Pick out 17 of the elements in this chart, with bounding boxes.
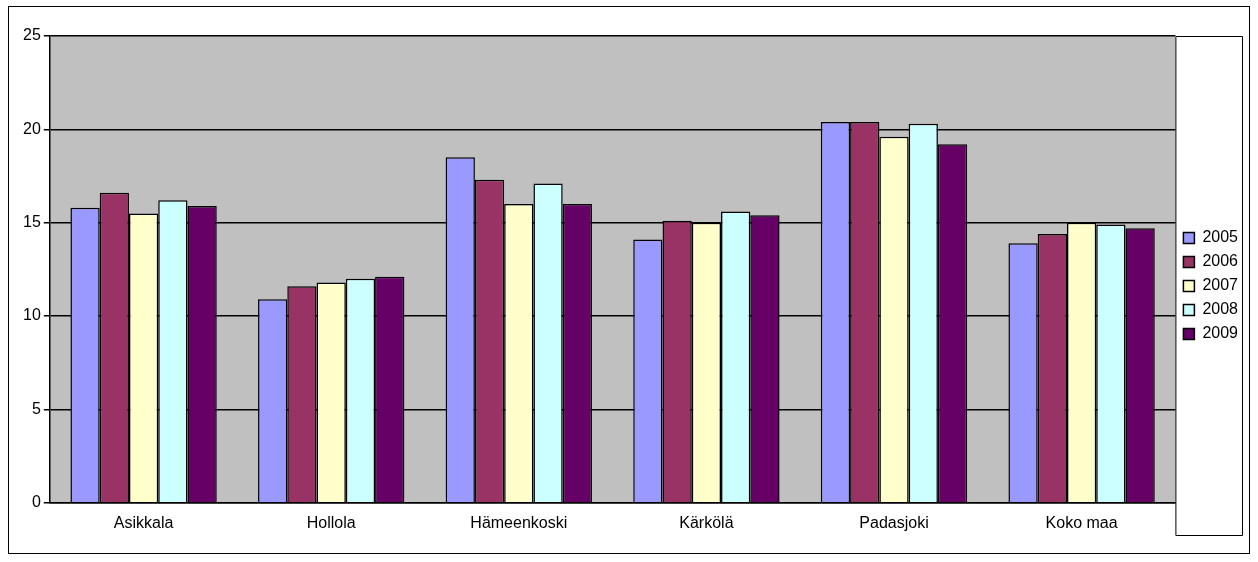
- legend-label: 2008: [1202, 300, 1239, 318]
- legend-label: 2009: [1202, 324, 1239, 342]
- y-tick-label: 15: [23, 213, 41, 231]
- y-tick-label: 0: [31, 493, 41, 511]
- y-tick-label: 20: [23, 119, 41, 137]
- x-tick-label: Hämeenkoski: [470, 513, 568, 531]
- x-tick-label: Padasjoki: [859, 513, 929, 531]
- x-tick-label: Hollola: [306, 513, 356, 531]
- y-tick-label: 10: [23, 306, 41, 324]
- y-tick-label: 5: [31, 399, 41, 417]
- x-tick-label: Kärkölä: [679, 513, 734, 531]
- legend-label: 2005: [1202, 228, 1239, 246]
- x-tick-label: Koko maa: [1045, 513, 1118, 531]
- x-tick-label: Asikkala: [113, 513, 174, 531]
- legend-label: 2007: [1202, 276, 1239, 294]
- legend-label: 2006: [1202, 252, 1239, 270]
- y-tick-label: 25: [23, 26, 41, 44]
